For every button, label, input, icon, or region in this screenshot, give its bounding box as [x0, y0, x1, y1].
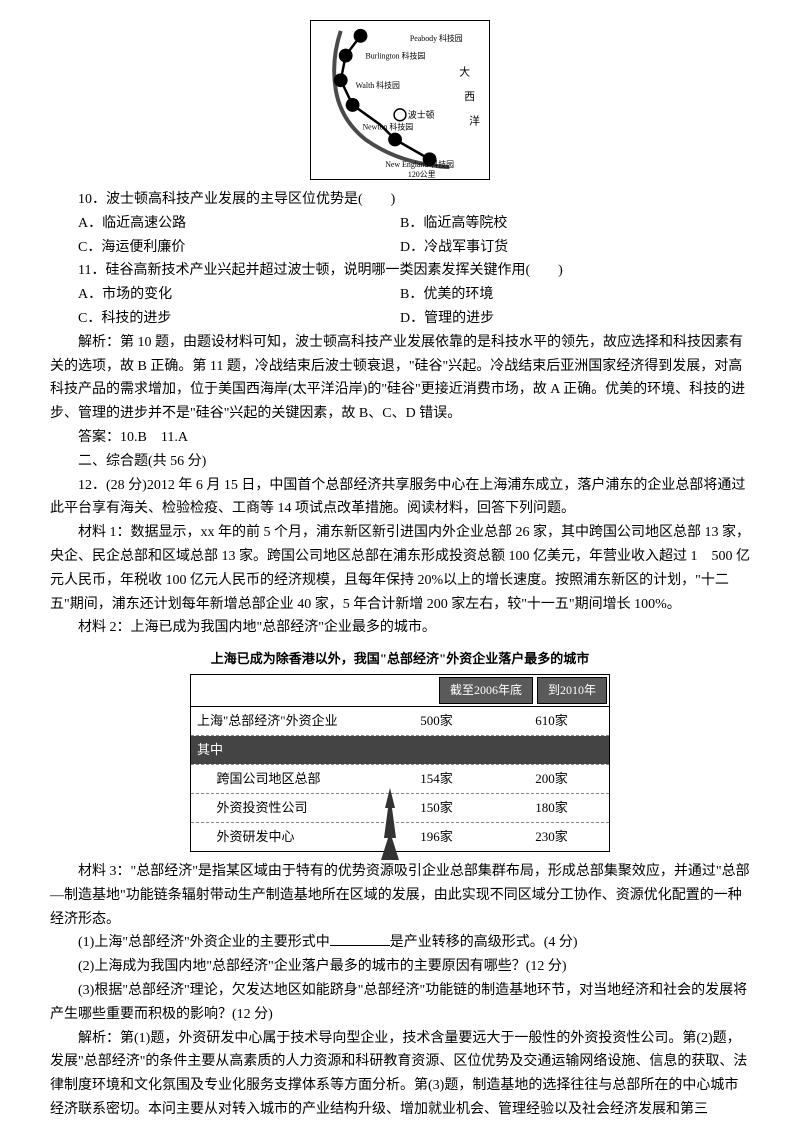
analysis-10-11: 解析：第 10 题，由题设材料可知，波士顿高科技产业发展依靠的是科技水平的领先，…: [50, 331, 750, 426]
q10-options-row2: C．海运便利廉价 D．冷战军事订货: [50, 236, 750, 260]
q10-options-row1: A．临近高速公路 B．临近高等院校: [50, 212, 750, 236]
q11-options-row1: A．市场的变化 B．优美的环境: [50, 283, 750, 307]
map-node: [339, 49, 353, 63]
analysis-12: 解析：第(1)题，外资研发中心属于技术导向型企业，技术含量要远大于一般性的外资投…: [50, 1027, 750, 1122]
map-label: Newton 科技园: [362, 122, 413, 132]
map-label: 波士顿: [408, 109, 435, 120]
table-cell-value: 500家: [379, 707, 494, 735]
q10-option-b: B．临近高等院校: [400, 212, 750, 236]
map-label: Peabody 科技园: [410, 33, 463, 43]
table-cell-label: 其中: [191, 736, 379, 764]
map-node: [346, 98, 360, 112]
blank-fill: [330, 945, 390, 946]
q11-option-c: C．科技的进步: [50, 307, 400, 331]
q12-stem: 12．(28 分)2012 年 6 月 15 日，中国首个总部经济共享服务中心在…: [50, 474, 750, 522]
table-row: 上海"总部经济"外资企业500家610家: [191, 706, 609, 735]
table-cell-label: 上海"总部经济"外资企业: [191, 707, 379, 735]
map-node-boston: [394, 109, 406, 121]
table-title: 上海已成为除香港以外，我国"总部经济"外资企业落户最多的城市: [50, 648, 750, 670]
map-label: Burlington 科技园: [365, 51, 425, 61]
table-col-2006: 截至2006年底: [439, 677, 533, 703]
table-cell-label: 外资投资性公司: [191, 794, 379, 822]
table-col-2010: 到2010年: [537, 677, 607, 703]
q10-option-a: A．临近高速公路: [50, 212, 400, 236]
boston-map-figure: Peabody 科技园 Burlington 科技园 Walth 科技园 波士顿…: [310, 20, 490, 180]
q12-sub1-text-b: 是产业转移的高级形式。(4 分): [390, 935, 578, 950]
q12-sub1-text-a: (1)上海"总部经济"外资企业的主要形式中: [78, 935, 330, 950]
table-cell-value: 200家: [494, 765, 609, 793]
table-header-row: 截至2006年底 到2010年: [191, 675, 609, 705]
q11-option-d: D．管理的进步: [400, 307, 750, 331]
map-label: New England 科技园: [385, 159, 454, 169]
q10-option-c: C．海运便利廉价: [50, 236, 400, 260]
q11-option-a: A．市场的变化: [50, 283, 400, 307]
answer-10-11: 答案：10.B 11.A: [50, 426, 750, 450]
q12-sub-3: (3)根据"总部经济"理论，欠发达地区如能跻身"总部经济"功能链的制造基地环节，…: [50, 979, 750, 1027]
table-cell-value: 180家: [494, 794, 609, 822]
map-label: 洋: [469, 114, 480, 128]
q10-option-d: D．冷战军事订货: [400, 236, 750, 260]
map-node: [388, 133, 402, 147]
map-label: 大: [459, 64, 470, 78]
map-label: 西: [464, 91, 475, 103]
q12-material-1: 材料 1：数据显示，xx 年的前 5 个月，浦东新区新引进国内外企业总部 26 …: [50, 521, 750, 616]
q12-material-2: 材料 2：上海已成为我国内地"总部经济"企业最多的城市。: [50, 616, 750, 640]
section-2-heading: 二、综合题(共 56 分): [50, 450, 750, 474]
map-label: 120公里: [408, 170, 436, 179]
q12-sub-2: (2)上海成为我国内地"总部经济"企业落户最多的城市的主要原因有哪些？(12 分…: [50, 955, 750, 979]
q11-stem: 11．硅谷高新技术产业兴起并超过波士顿，说明哪一类因素发挥关键作用( ): [50, 259, 750, 283]
q10-stem: 10．波士顿高科技产业发展的主导区位优势是( ): [50, 188, 750, 212]
map-label: Walth 科技园: [356, 80, 400, 90]
table-cell-label: 外资研发中心: [191, 823, 379, 851]
q11-option-b: B．优美的环境: [400, 283, 750, 307]
table-row: 其中: [191, 735, 609, 764]
table-cell-value: 230家: [494, 823, 609, 851]
table-cell-value: 610家: [494, 707, 609, 735]
q12-sub-1: (1)上海"总部经济"外资企业的主要形式中 是产业转移的高级形式。(4 分): [50, 931, 750, 955]
q11-options-row2: C．科技的进步 D．管理的进步: [50, 307, 750, 331]
table-cell-label: 跨国公司地区总部: [191, 765, 379, 793]
map-node: [354, 29, 368, 43]
q12-material-3: 材料 3："总部经济"是指某区域由于特有的优势资源吸引企业总部集群布局，形成总部…: [50, 860, 750, 931]
tower-icon: [381, 788, 399, 860]
map-node: [334, 73, 348, 87]
